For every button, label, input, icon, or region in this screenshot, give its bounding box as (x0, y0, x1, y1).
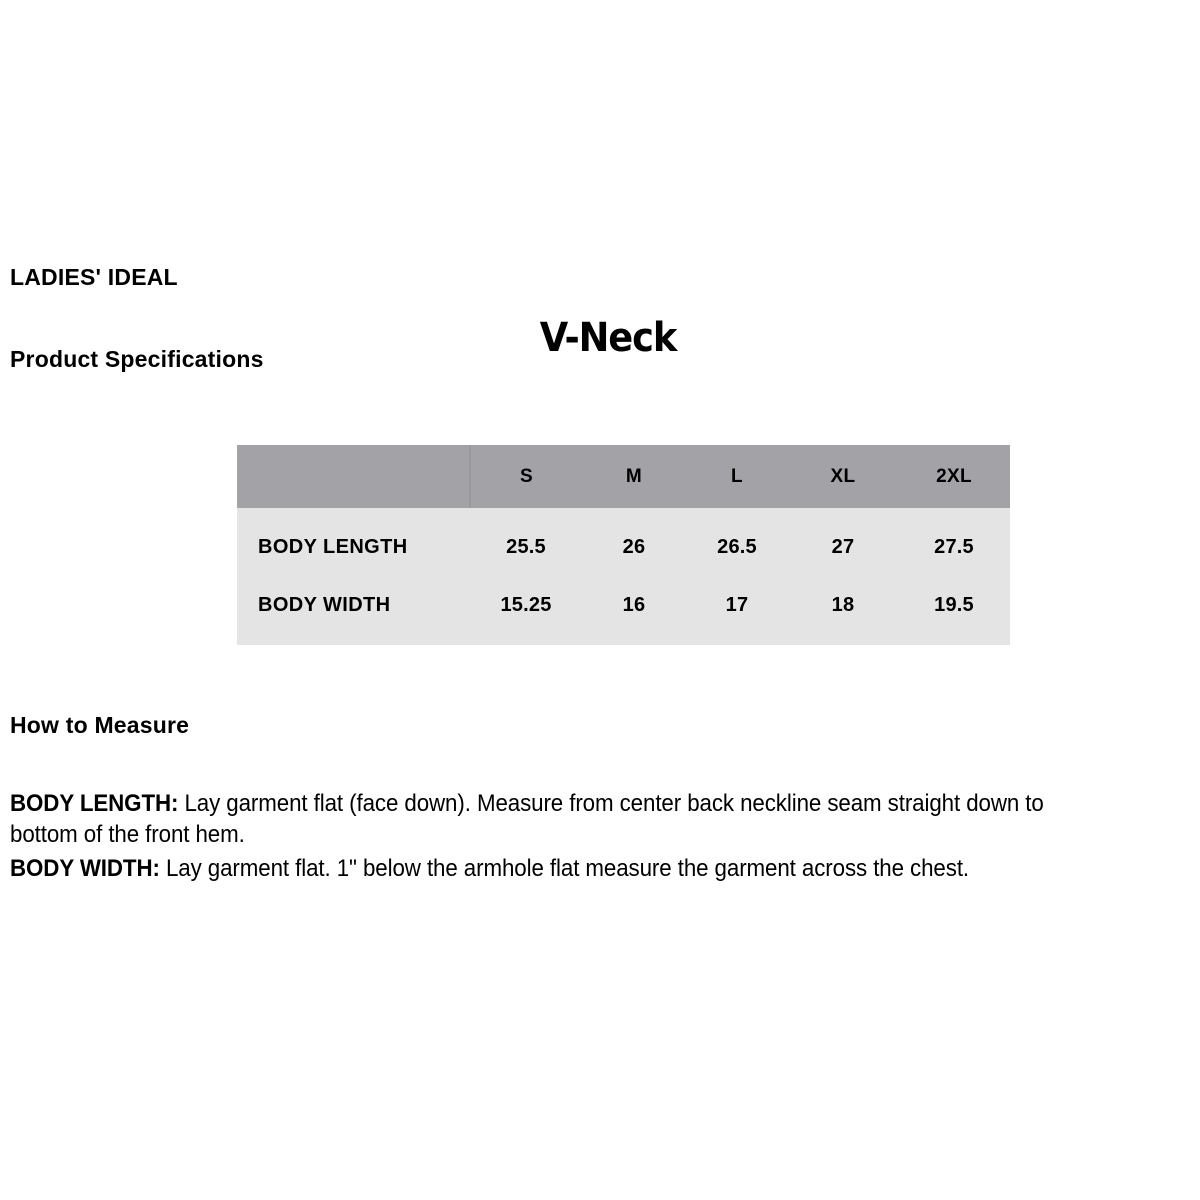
brand-title: LADIES' IDEAL (10, 264, 178, 290)
table-header-corner (237, 445, 471, 508)
instruction-body-width: BODY WIDTH: Lay garment flat. 1" below t… (10, 853, 1111, 884)
cell-body-width-s: 15.25 (500, 593, 552, 616)
cell-body-length-2xl: 27.5 (934, 535, 974, 558)
row-label-body-length: BODY LENGTH (258, 535, 408, 558)
column-header-s: S (520, 465, 533, 487)
column-header-m: M (625, 465, 643, 487)
row-label-body-width: BODY WIDTH (258, 593, 391, 616)
cell-body-width-l: 17 (725, 593, 749, 616)
how-to-measure-instructions: BODY LENGTH: Lay garment flat (face down… (10, 788, 1111, 887)
table-row: BODY WIDTH 15.25 16 17 18 19.5 (237, 576, 1010, 645)
cell-body-length-l: 26.5 (717, 535, 757, 558)
cell-body-width-2xl: 19.5 (934, 593, 974, 616)
instruction-body-width-lead: BODY WIDTH: (10, 855, 160, 882)
cell-body-width-xl: 18 (831, 593, 855, 616)
column-header-2xl: 2XL (936, 465, 972, 487)
cell-body-length-xl: 27 (831, 535, 855, 558)
instruction-body-length-text: Lay garment flat (face down). Measure fr… (10, 790, 1044, 848)
instruction-body-length: BODY LENGTH: Lay garment flat (face down… (10, 788, 1111, 850)
column-header-xl: XL (830, 465, 856, 487)
instruction-body-length-lead: BODY LENGTH: (10, 790, 179, 817)
cell-body-length-m: 26 (622, 535, 646, 558)
table-row: BODY LENGTH 25.5 26 26.5 27 27.5 (237, 508, 1010, 576)
product-specifications-heading: Product Specifications (10, 346, 264, 372)
cell-body-length-s: 25.5 (506, 535, 546, 558)
table-header-row: S M L XL 2XL (237, 445, 1010, 508)
garment-title: V-Neck (539, 315, 678, 361)
how-to-measure-heading: How to Measure (10, 712, 190, 738)
column-header-l: L (731, 465, 743, 487)
size-specification-table: S M L XL 2XL BODY LENGTH 25.5 26 26.5 27… (237, 445, 1010, 645)
instruction-body-width-text: Lay garment flat. 1" below the armhole f… (159, 855, 970, 882)
cell-body-width-m: 16 (622, 593, 646, 616)
